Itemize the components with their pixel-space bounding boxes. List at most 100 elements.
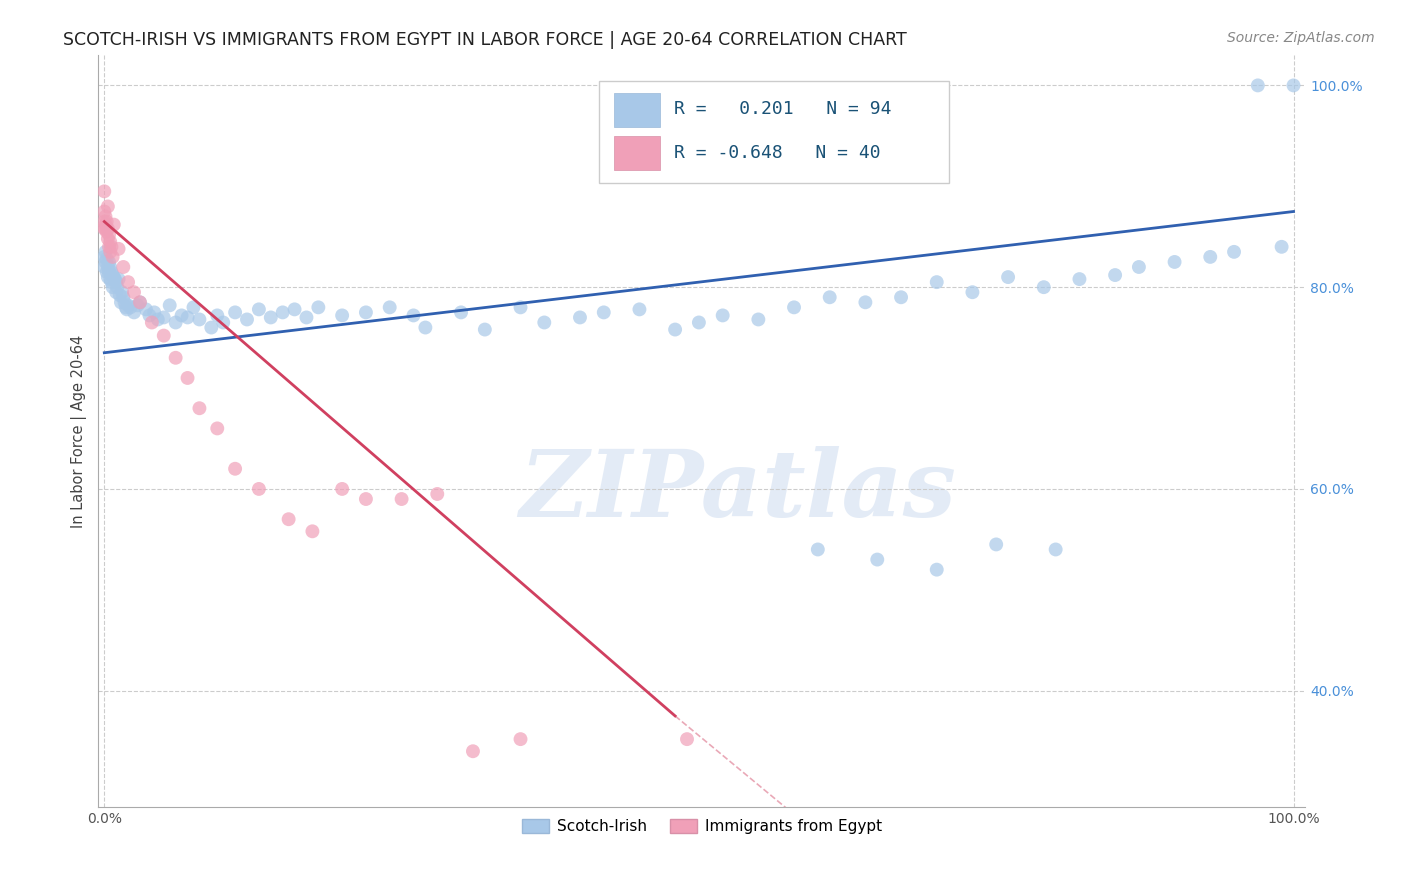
Scotch-Irish: [711, 309, 734, 323]
Immigrants from Egypt: [391, 491, 413, 506]
Scotch-Irish: [135, 302, 157, 317]
Immigrants from Egypt: [301, 524, 323, 539]
Immigrants from Egypt: [94, 218, 117, 232]
Scotch-Irish: [533, 316, 555, 330]
Scotch-Irish: [236, 312, 259, 326]
Immigrants from Egypt: [129, 295, 152, 310]
FancyBboxPatch shape: [614, 136, 659, 170]
Scotch-Irish: [818, 290, 841, 304]
Text: SCOTCH-IRISH VS IMMIGRANTS FROM EGYPT IN LABOR FORCE | AGE 20-64 CORRELATION CHA: SCOTCH-IRISH VS IMMIGRANTS FROM EGYPT IN…: [63, 31, 907, 49]
Scotch-Irish: [101, 280, 124, 294]
Immigrants from Egypt: [509, 732, 531, 747]
Scotch-Irish: [93, 250, 115, 264]
Scotch-Irish: [509, 301, 531, 315]
Scotch-Irish: [783, 301, 806, 315]
Immigrants from Egypt: [96, 225, 118, 239]
Scotch-Irish: [105, 275, 128, 289]
Scotch-Irish: [212, 316, 235, 330]
Scotch-Irish: [284, 302, 307, 317]
Scotch-Irish: [138, 309, 160, 323]
Scotch-Irish: [664, 322, 686, 336]
Scotch-Irish: [330, 309, 353, 323]
Scotch-Irish: [592, 305, 614, 319]
Scotch-Irish: [117, 298, 139, 312]
Scotch-Irish: [101, 268, 124, 282]
Scotch-Irish: [96, 265, 118, 279]
Scotch-Irish: [127, 298, 149, 312]
Scotch-Irish: [96, 252, 118, 266]
Immigrants from Egypt: [97, 232, 120, 246]
Immigrants from Egypt: [98, 240, 121, 254]
Scotch-Irish: [146, 312, 169, 326]
Immigrants from Egypt: [94, 221, 117, 235]
Scotch-Irish: [1069, 272, 1091, 286]
Immigrants from Egypt: [94, 210, 117, 224]
Scotch-Irish: [105, 280, 128, 294]
Immigrants from Egypt: [207, 421, 229, 435]
Immigrants from Egypt: [101, 250, 124, 264]
Legend: Scotch-Irish, Immigrants from Egypt: Scotch-Irish, Immigrants from Egypt: [516, 813, 889, 840]
Scotch-Irish: [997, 270, 1019, 285]
FancyBboxPatch shape: [614, 93, 659, 127]
Scotch-Irish: [111, 285, 134, 300]
Immigrants from Egypt: [165, 351, 187, 365]
Immigrants from Egypt: [93, 214, 115, 228]
Immigrants from Egypt: [103, 218, 125, 232]
Immigrants from Egypt: [97, 221, 120, 235]
Scotch-Irish: [207, 309, 229, 323]
Immigrants from Egypt: [676, 732, 699, 747]
Scotch-Irish: [450, 305, 472, 319]
Y-axis label: In Labor Force | Age 20-64: In Labor Force | Age 20-64: [72, 334, 87, 527]
Immigrants from Egypt: [330, 482, 353, 496]
Immigrants from Egypt: [426, 487, 449, 501]
Immigrants from Egypt: [98, 235, 121, 249]
Scotch-Irish: [962, 285, 984, 300]
Scotch-Irish: [925, 563, 948, 577]
Scotch-Irish: [628, 302, 651, 317]
Scotch-Irish: [260, 310, 283, 325]
Scotch-Irish: [108, 288, 131, 302]
Scotch-Irish: [890, 290, 912, 304]
Scotch-Irish: [107, 272, 129, 286]
Scotch-Irish: [271, 305, 294, 319]
Scotch-Irish: [402, 309, 425, 323]
Immigrants from Egypt: [152, 328, 174, 343]
Scotch-Irish: [925, 275, 948, 289]
Scotch-Irish: [1282, 78, 1305, 93]
Scotch-Irish: [415, 320, 437, 334]
Scotch-Irish: [307, 301, 329, 315]
Scotch-Irish: [807, 542, 830, 557]
Scotch-Irish: [853, 295, 876, 310]
Scotch-Irish: [1128, 260, 1150, 274]
FancyBboxPatch shape: [599, 81, 949, 183]
Scotch-Irish: [104, 272, 127, 286]
Scotch-Irish: [98, 272, 121, 286]
Scotch-Irish: [129, 295, 152, 310]
Scotch-Irish: [188, 312, 211, 326]
Immigrants from Egypt: [93, 204, 115, 219]
Immigrants from Egypt: [277, 512, 299, 526]
Immigrants from Egypt: [188, 401, 211, 416]
Scotch-Irish: [176, 310, 198, 325]
Immigrants from Egypt: [98, 244, 121, 259]
Scotch-Irish: [1032, 280, 1054, 294]
Immigrants from Egypt: [97, 199, 120, 213]
Scotch-Irish: [688, 316, 710, 330]
Scotch-Irish: [114, 301, 136, 315]
Scotch-Irish: [110, 295, 132, 310]
Scotch-Irish: [152, 310, 174, 325]
Scotch-Irish: [94, 244, 117, 259]
Scotch-Irish: [200, 320, 222, 334]
Scotch-Irish: [103, 270, 125, 285]
Scotch-Irish: [1247, 78, 1270, 93]
Immigrants from Egypt: [93, 184, 115, 198]
Scotch-Irish: [747, 312, 769, 326]
Text: Source: ZipAtlas.com: Source: ZipAtlas.com: [1227, 31, 1375, 45]
Scotch-Irish: [866, 552, 889, 566]
Scotch-Irish: [115, 302, 138, 317]
Scotch-Irish: [100, 275, 122, 289]
Scotch-Irish: [143, 305, 166, 319]
Immigrants from Egypt: [176, 371, 198, 385]
Scotch-Irish: [165, 316, 187, 330]
Scotch-Irish: [378, 301, 401, 315]
